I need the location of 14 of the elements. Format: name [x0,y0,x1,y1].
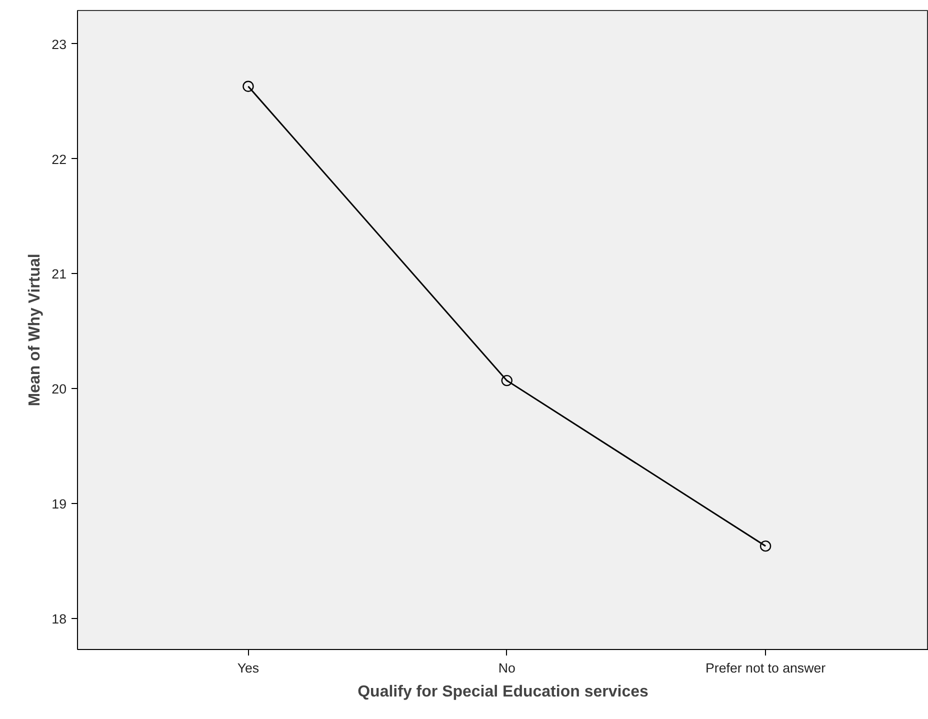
y-tick-label: 18 [52,611,67,626]
y-tick-label: 19 [52,496,67,512]
point [501,374,512,386]
point [242,80,254,92]
x-tick-label: Prefer not to answer [706,660,826,676]
y-tick-label: 21 [52,266,67,282]
point [760,540,772,552]
y-tick-label: 20 [52,382,67,397]
y-axis-title: Mean of Why Virtual [26,254,44,406]
x-tick-label: No [498,660,516,676]
x-tick-label: Yes [237,660,260,676]
y-tick-label: 23 [52,36,67,52]
x-axis-title: Qualify for Special Education services [358,684,648,700]
y-tick-label: 22 [52,152,67,167]
